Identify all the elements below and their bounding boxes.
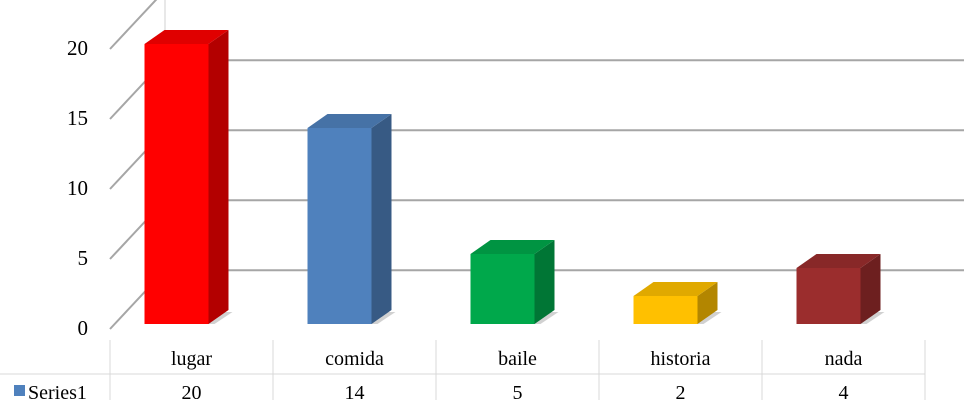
bar-front bbox=[633, 296, 698, 324]
category-label: baile bbox=[498, 348, 537, 370]
bar-side bbox=[534, 240, 555, 324]
bar-lugar bbox=[144, 30, 233, 324]
bar-nada bbox=[796, 254, 885, 324]
bar-historia bbox=[633, 282, 722, 324]
data-value-label: 14 bbox=[345, 382, 365, 400]
bar-series bbox=[144, 30, 885, 324]
bar-top bbox=[470, 240, 555, 254]
bar-side bbox=[208, 30, 229, 324]
bar-top bbox=[144, 30, 229, 44]
bar-comida bbox=[307, 114, 396, 324]
y-tick-label: 15 bbox=[67, 106, 88, 130]
data-value-label: 2 bbox=[676, 382, 686, 400]
data-value-label: 20 bbox=[182, 382, 202, 400]
data-value-label: 4 bbox=[839, 382, 849, 400]
bar-front bbox=[144, 44, 209, 324]
y-tick-label: 10 bbox=[67, 176, 88, 200]
bar-front bbox=[796, 268, 861, 324]
bar-front bbox=[470, 254, 535, 324]
gridline-connector bbox=[109, 0, 158, 50]
bar-top bbox=[307, 114, 392, 128]
bar-front bbox=[307, 128, 372, 324]
category-label: historia bbox=[651, 348, 711, 370]
series-name-label: Series1 bbox=[28, 382, 87, 400]
category-label: nada bbox=[825, 348, 863, 370]
bar-side bbox=[371, 114, 392, 324]
bar-side bbox=[860, 254, 881, 324]
data-value-label: 5 bbox=[513, 382, 523, 400]
category-label: lugar bbox=[171, 348, 212, 370]
bar-top bbox=[796, 254, 881, 268]
y-tick-label: 20 bbox=[67, 36, 88, 60]
bar-baile bbox=[470, 240, 559, 324]
y-tick-label: 0 bbox=[78, 316, 89, 340]
legend-swatch bbox=[14, 385, 25, 396]
bar-top bbox=[633, 282, 718, 296]
category-label: comida bbox=[325, 348, 384, 370]
data-table: lugar 20 comida 14 baile 5 historia 2 nada 4 Serie… bbox=[0, 340, 926, 400]
y-tick-label: 5 bbox=[78, 246, 89, 270]
y-axis-ticks: 0 5 10 15 20 bbox=[67, 36, 88, 340]
